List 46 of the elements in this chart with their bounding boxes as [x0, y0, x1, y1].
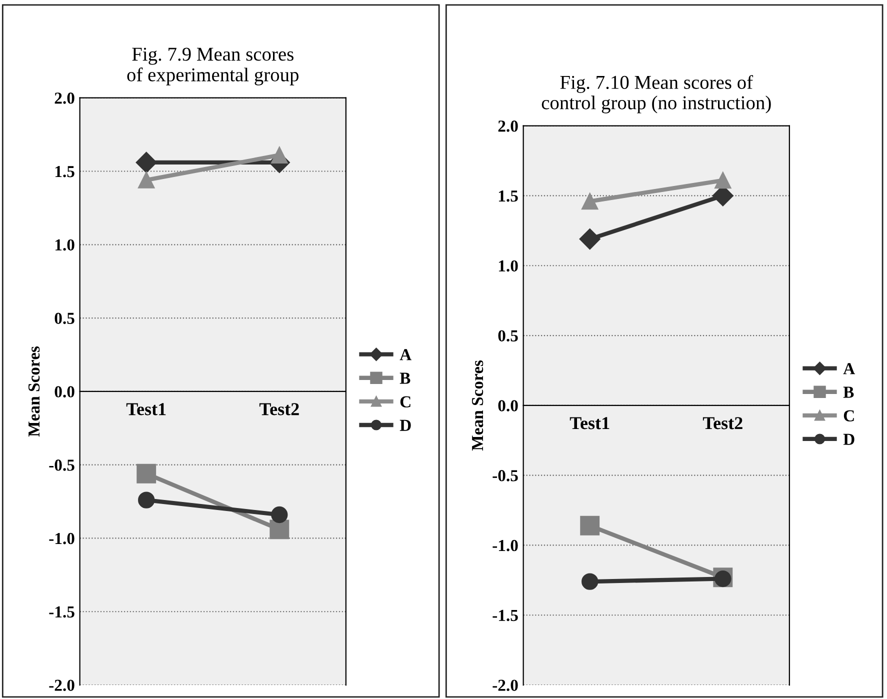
x-tick-label: Test2	[259, 403, 299, 416]
y-tick-label: 1.0	[55, 239, 74, 251]
x-tick-label: Test1	[570, 417, 610, 430]
y-tick-label: -2.0	[492, 680, 518, 692]
legend-label: D	[400, 420, 411, 431]
legend-label: A	[400, 349, 412, 360]
y-tick-label: -1.5	[49, 606, 74, 618]
chart-title: Fig. 7.10 Mean scores of control group (no instruction)	[542, 75, 771, 114]
y-tick-label: 1.5	[498, 190, 518, 202]
point	[270, 520, 290, 540]
point	[138, 492, 155, 508]
legend-label: B	[843, 386, 854, 398]
point	[136, 152, 157, 173]
y-tick-label: -1.0	[492, 540, 518, 552]
y-axis-title: Mean Scores	[472, 360, 484, 451]
y-tick-label: -1.5	[492, 610, 518, 622]
y-tick-label: -0.5	[49, 460, 74, 471]
point	[271, 146, 288, 164]
y-axis-title: Mean Scores	[28, 346, 40, 437]
point	[138, 172, 155, 188]
point	[271, 506, 288, 524]
chart-title: Fig. 7.9 Mean scores of experimental group	[127, 48, 299, 86]
y-tick-label: 0.5	[54, 312, 74, 324]
y-tick-label: -1.0	[49, 532, 74, 544]
point	[579, 228, 600, 250]
y-tick-label: 2.0	[54, 92, 74, 104]
x-tick-label: Test2	[702, 417, 742, 430]
legend-label: C	[844, 410, 854, 422]
legend-label: D	[843, 434, 854, 445]
legend-label: A	[843, 363, 855, 374]
y-tick-label: 0.5	[498, 330, 518, 342]
y-tick-label: 0.0	[498, 400, 518, 412]
point	[582, 192, 598, 210]
point	[136, 464, 156, 484]
point	[580, 516, 600, 536]
y-tick-label: 2.0	[498, 120, 518, 132]
y-tick-label: 1.5	[55, 166, 74, 178]
y-tick-label: 1.0	[498, 260, 518, 272]
y-tick-label: 0.0	[54, 386, 74, 398]
legend-label: C	[400, 396, 410, 408]
y-tick-label: -0.5	[492, 470, 518, 482]
legend-label: B	[400, 372, 410, 384]
x-tick-label: Test1	[126, 403, 166, 416]
point	[714, 172, 732, 189]
y-tick-label: -2.0	[49, 680, 74, 692]
point	[582, 573, 598, 590]
